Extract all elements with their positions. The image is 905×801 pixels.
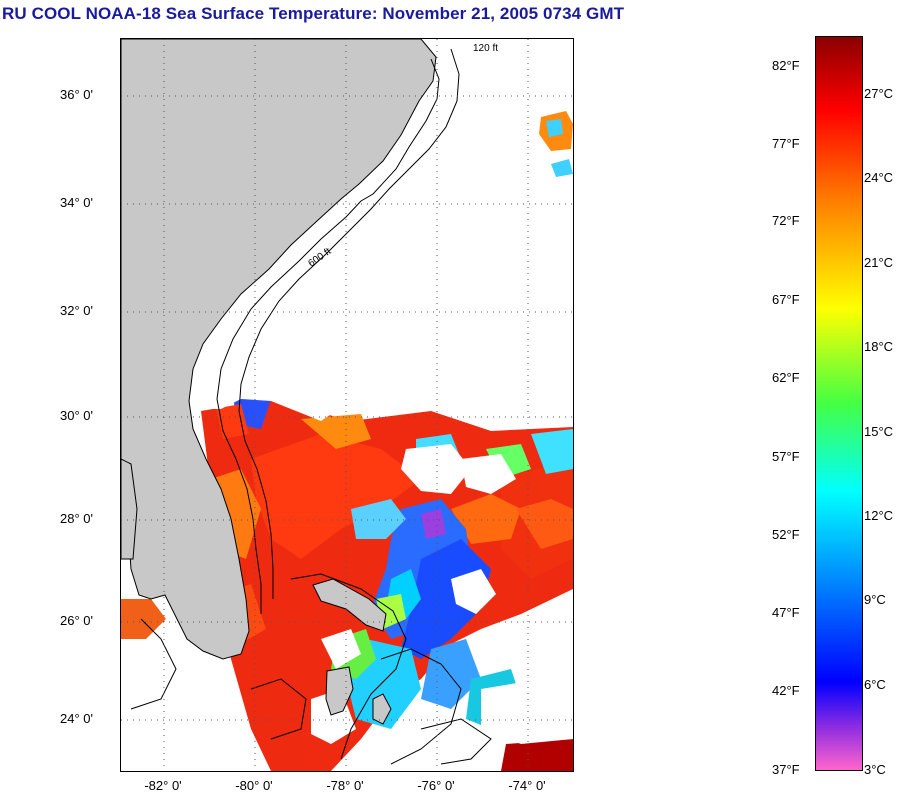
sst-colorbar (815, 36, 863, 771)
colorbar-label-c-27: 27°C (864, 86, 894, 101)
sst-map-canvas: 120 ft 600 ft (121, 39, 573, 771)
colorbar-label-c-3: 3°C (864, 762, 886, 777)
contour-label-120ft: 120 ft (473, 43, 498, 54)
colorbar-label-c-18: 18°C (864, 339, 894, 354)
lon-label-74: -74° 0' (508, 778, 546, 793)
colorbar-label-f-77: 77°F (772, 136, 800, 151)
colorbar-label-f-82: 82°F (772, 58, 800, 73)
sst-map: 120 ft 600 ft (120, 38, 574, 772)
land-layer (121, 39, 437, 725)
colorbar-label-f-37: 37°F (772, 762, 800, 777)
colorbar-label-c-9: 9°C (864, 592, 886, 607)
bathymetry-contours (130, 48, 492, 765)
lat-label-32: 32° 0' (60, 303, 93, 318)
graticule-grid (121, 39, 573, 771)
colorbar-label-f-47: 47°F (772, 605, 800, 620)
colorbar-label-f-57: 57°F (772, 449, 800, 464)
colorbar-label-f-42: 42°F (772, 683, 800, 698)
sst-data-layer (121, 111, 573, 771)
colorbar-label-c-12: 12°C (864, 508, 894, 523)
colorbar-label-c-24: 24°C (864, 170, 894, 185)
lat-label-24: 24° 0' (60, 711, 93, 726)
lat-label-34: 34° 0' (60, 195, 93, 210)
lat-label-28: 28° 0' (60, 511, 93, 526)
colorbar-label-c-15: 15°C (864, 424, 894, 439)
lat-label-26: 26° 0' (60, 613, 93, 628)
lon-label-78: -78° 0' (326, 778, 364, 793)
colorbar-label-f-52: 52°F (772, 527, 800, 542)
lon-label-76: -76° 0' (417, 778, 455, 793)
lon-label-82: -82° 0' (144, 778, 182, 793)
colorbar-label-f-67: 67°F (772, 292, 800, 307)
colorbar-label-c-21: 21°C (864, 255, 894, 270)
colorbar-label-f-62: 62°F (772, 370, 800, 385)
map-title: RU COOL NOAA-18 Sea Surface Temperature:… (2, 4, 625, 23)
colorbar-label-f-72: 72°F (772, 213, 800, 228)
colorbar-label-c-6: 6°C (864, 677, 886, 692)
lon-label-80: -80° 0' (235, 778, 273, 793)
lat-label-36: 36° 0' (60, 87, 93, 102)
lat-label-30: 30° 0' (60, 408, 93, 423)
